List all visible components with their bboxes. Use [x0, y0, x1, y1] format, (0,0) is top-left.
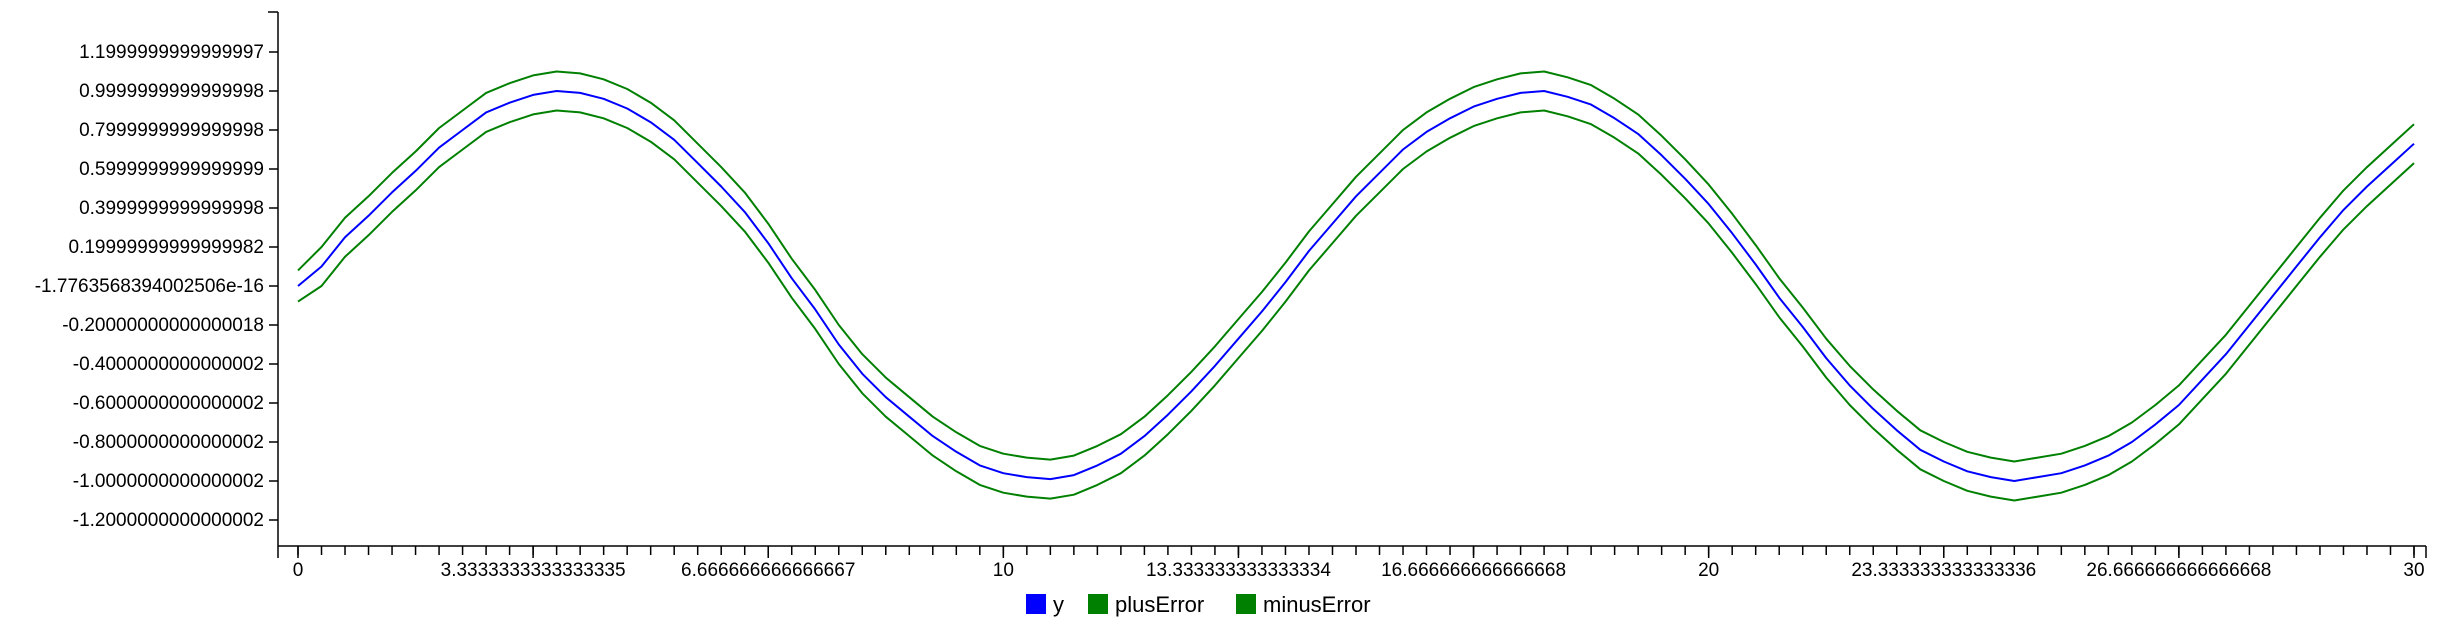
y-tick-label: -1.7763568394002506e-16 [35, 276, 264, 297]
y-tick-label: -0.6000000000000002 [73, 393, 264, 414]
y-tick-label: -0.8000000000000002 [73, 432, 264, 453]
series-line-minusError [297, 109, 2415, 502]
legend-swatch-minusError [1236, 594, 1256, 614]
x-tick-label: 23.333333333333336 [1851, 560, 2036, 581]
y-tick-label: -0.20000000000000018 [62, 315, 264, 336]
x-tick-label: 10 [993, 560, 1014, 581]
x-axis: 0 3.3333333333333335 6.666666666666667 10 13… [277, 545, 2427, 581]
x-tick-label: 26.666666666666668 [2086, 560, 2271, 581]
y-tick-label: 1.1999999999999997 [79, 42, 264, 63]
x-tick-label: 6.666666666666667 [681, 560, 855, 581]
series-line-plusError [297, 70, 2415, 463]
legend: y plusError minusError [1026, 592, 1371, 617]
legend-swatch-plusError [1088, 594, 1108, 614]
x-tick-label: 3.3333333333333335 [441, 560, 626, 581]
y-tick-label: 0.3999999999999998 [79, 198, 264, 219]
legend-label-y: y [1053, 592, 1064, 617]
x-tick-label: 0 [293, 560, 304, 581]
y-tick-label: -0.4000000000000002 [73, 354, 264, 375]
legend-label-plusError: plusError [1115, 592, 1204, 617]
y-tick-label: 0.9999999999999998 [79, 81, 264, 102]
y-tick-label: 0.19999999999999982 [69, 237, 264, 258]
series-line-y [297, 90, 2415, 482]
x-tick-label: 13.333333333333334 [1146, 560, 1331, 581]
y-tick-label: -1.2000000000000002 [73, 510, 264, 531]
series-layer [297, 70, 2415, 502]
legend-swatch-y [1026, 594, 1046, 614]
x-tick-label: 30 [2403, 560, 2424, 581]
x-tick-label: 20 [1698, 560, 1719, 581]
y-tick-label: -1.0000000000000002 [73, 471, 264, 492]
x-tick-label: 16.666666666666668 [1381, 560, 1566, 581]
legend-label-minusError: minusError [1263, 592, 1371, 617]
y-axis: 1.1999999999999997 0.9999999999999998 0.79… [35, 11, 279, 546]
y-tick-label: 0.5999999999999999 [79, 159, 264, 180]
y-tick-label: 0.7999999999999998 [79, 120, 264, 141]
